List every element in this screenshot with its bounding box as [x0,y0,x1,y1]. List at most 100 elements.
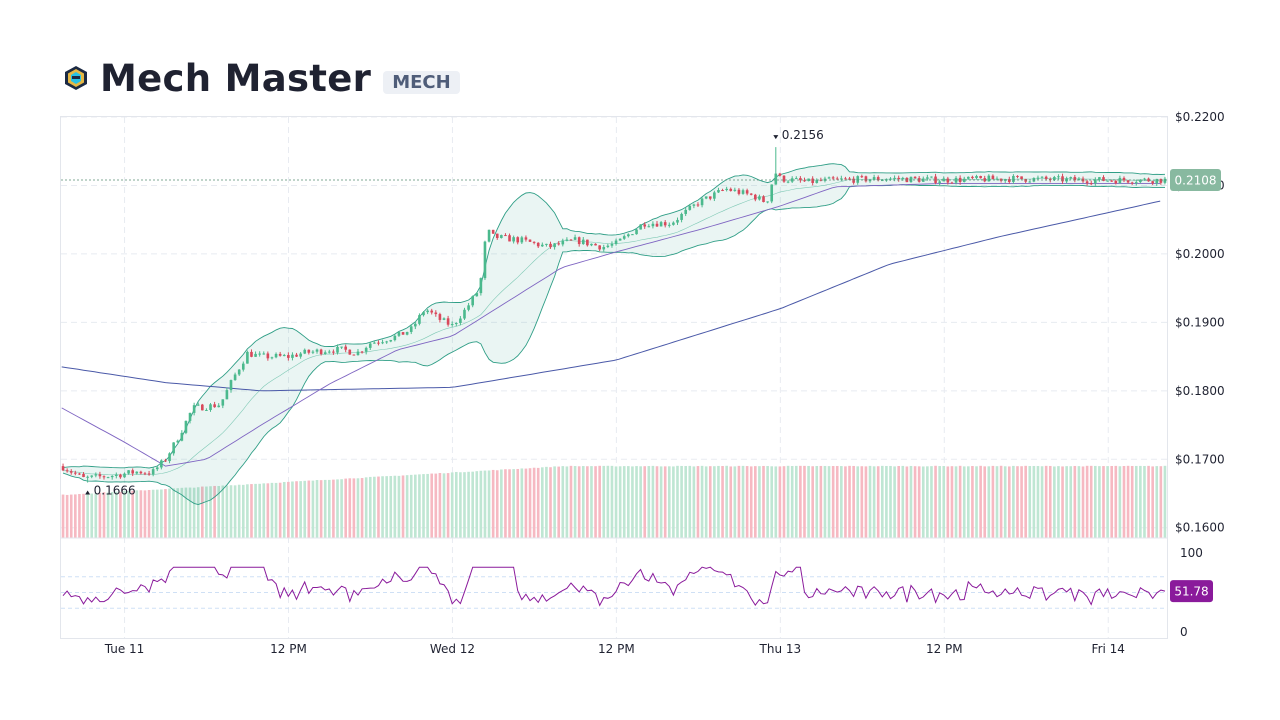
volume-bar [180,487,184,538]
candle [258,351,261,357]
candle [131,468,134,477]
candle [651,221,655,229]
candle [450,321,454,327]
candle-body [147,473,151,475]
candle-body [590,243,593,246]
candle [336,344,339,355]
volume-bar [1007,466,1011,538]
volume-bar [504,469,507,538]
volume-bar [274,482,278,538]
candle [1147,177,1150,182]
candle-body [1122,177,1126,181]
candle [299,352,302,359]
candle [1073,174,1077,183]
candle-body [454,322,458,325]
candle [921,176,925,182]
candle [942,176,946,182]
candle [327,349,331,354]
candle-body [430,310,434,313]
candle-body [364,347,368,352]
candle [1126,180,1130,184]
volume-bar [758,466,761,538]
candle-body [1151,181,1154,184]
volume-bar [684,466,687,538]
volume-bar [586,466,589,538]
volume-bar [803,465,806,538]
volume-bar [856,466,860,538]
candle [1085,179,1089,186]
candle [164,458,167,463]
candle-body [975,176,978,179]
candle [348,349,352,355]
volume-bar [291,481,294,538]
candle-body [1134,182,1138,184]
candle-body [893,177,896,179]
candle [815,178,819,184]
volume-bar [725,465,728,538]
candle [1057,174,1060,180]
candle-body [946,178,950,183]
volume-bar [598,465,601,538]
candle-body [713,192,716,199]
chart-frame [60,116,1168,639]
candle-body [114,474,118,476]
candle-body [733,189,737,191]
candle [332,349,335,355]
candle [90,475,94,479]
candle [647,224,651,228]
candle [1102,175,1105,182]
volume-bar [217,486,221,538]
volume-bar [708,466,712,538]
candle-body [299,353,302,357]
candle [614,238,618,246]
candle-body [979,176,982,179]
candle [1122,176,1126,183]
volume-bar [917,466,921,538]
candle [565,237,569,242]
candle-body [983,178,987,182]
volume-bar [573,466,577,538]
candle [561,238,565,247]
candle [287,352,290,361]
candle [536,242,540,248]
volume-bar [1057,466,1060,538]
candle-body [848,178,851,180]
volume-bar [995,466,999,538]
candle-body [172,442,175,454]
volume-bar [975,466,978,538]
candle [217,403,221,408]
candle [745,188,749,196]
candle [78,472,81,475]
candle-body [987,175,991,182]
candle [962,176,966,183]
candle-body [143,473,147,475]
volume-bar [569,465,573,538]
candle-body [1143,178,1146,180]
volume-bar [700,465,704,538]
candle [368,341,372,351]
candle [393,334,397,342]
volume-bar [1016,466,1019,538]
candle [586,239,589,247]
candle [864,175,868,183]
volume-bar [676,465,679,538]
volume-bar [774,466,778,538]
volume-bar [307,480,311,538]
candle-body [856,176,860,183]
candle [397,331,401,337]
candle-body [86,476,89,478]
candle [684,207,687,217]
candle-body [520,237,524,243]
volume-bar [848,465,851,538]
volume-bar [315,480,319,538]
volume-bar [1139,465,1142,538]
volume-bar [254,483,257,538]
candle-body [336,346,339,353]
rsi-current-badge [1170,580,1213,603]
volume-bar [799,465,802,538]
candle-body [504,235,507,237]
current-price-value: 0.2108 [1175,173,1217,187]
candle-body [594,243,597,246]
volume-bar [147,490,151,538]
